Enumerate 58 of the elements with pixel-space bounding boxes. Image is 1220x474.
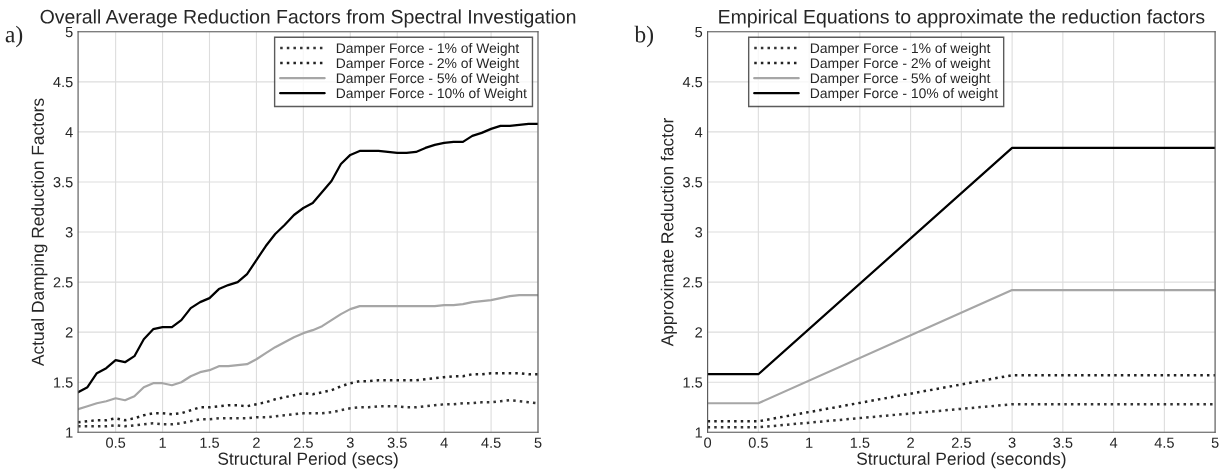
x-tick-label: 1 (806, 437, 813, 448)
x-tick-label: 4.5 (481, 437, 501, 448)
legend-label: Damper Force - 10% of Weight (336, 87, 527, 101)
x-tick-label: 1.5 (850, 437, 870, 448)
legend-label: Damper Force - 2% of Weight (336, 57, 520, 71)
y-tick-label: 2.5 (53, 277, 73, 288)
line-series (78, 294, 539, 411)
y-tick-label: 4.5 (53, 77, 73, 88)
y-tick-label: 3 (65, 227, 73, 238)
y-tick-label: 5 (695, 27, 703, 38)
x-tick-label: 4 (440, 437, 448, 448)
y-axis-title: Approximate Reduction factor (660, 117, 677, 347)
x-axis-title: Structural Period (seconds) (856, 452, 1066, 469)
x-tick-label: 5 (534, 437, 542, 448)
y-axis-title: Actual Damping Reduction Factors (31, 98, 48, 367)
y-tick-label: 1.5 (54, 377, 73, 388)
y-tick-label: 3 (695, 227, 703, 238)
chart-title: Empirical Equations to approximate the reduction factors (719, 9, 1205, 28)
y-tick-label: 3.5 (683, 177, 703, 188)
legend-label: Damper Force - 1% of Weight (336, 42, 520, 56)
x-tick-label: 2.5 (293, 437, 313, 448)
x-axis-title: Structural Period (secs) (218, 452, 398, 469)
y-tick-label: 1 (695, 427, 703, 438)
y-tick-label: 4.5 (682, 77, 703, 88)
legend-label: Damper Force - 5% of Weight (336, 72, 520, 86)
y-tick-label: 1.5 (683, 377, 703, 388)
x-tick-label: 0.5 (748, 437, 768, 448)
x-tick-label: 2 (907, 437, 914, 448)
x-tick-label: 1.5 (200, 437, 220, 448)
y-tick-label: 1 (66, 427, 73, 438)
chart-title: Overall Average Reduction Factors from Spectral Investigation (40, 9, 576, 28)
legend-label: Damper Force - 2% of weight (810, 57, 991, 71)
y-tick-label: 2 (695, 327, 703, 338)
x-tick-label: 3.5 (387, 437, 407, 448)
x-tick-label: 2 (253, 437, 260, 448)
x-tick-label: 4 (1109, 437, 1118, 448)
legend-label: Damper Force - 5% of weight (810, 72, 991, 86)
y-tick-label: 5 (65, 27, 73, 38)
y-tick-label: 3.5 (53, 177, 73, 188)
x-tick-label: 3 (346, 437, 354, 448)
x-tick-label: 2.5 (951, 437, 971, 448)
text: a) (5, 25, 23, 48)
x-tick-label: 3.5 (1053, 437, 1073, 448)
text: b) (634, 25, 654, 48)
x-tick-label: 1 (159, 437, 166, 448)
y-tick-label: 2 (65, 327, 73, 338)
x-tick-label: 5 (1211, 437, 1219, 448)
x-tick-label: 3 (1008, 437, 1016, 448)
y-tick-label: 2.5 (683, 277, 703, 288)
legend-label: Damper Force - 1% of weight (810, 42, 991, 56)
line-series (78, 122, 539, 394)
y-tick-label: 4 (65, 127, 73, 138)
y-tick-label: 4 (694, 127, 703, 138)
legend-label: Damper Force - 10% of weight (810, 87, 999, 101)
x-tick-label: 4.5 (1154, 437, 1174, 448)
x-tick-label: 0.5 (106, 437, 126, 448)
line-series (78, 371, 539, 424)
x-tick-label: 0 (704, 437, 712, 448)
